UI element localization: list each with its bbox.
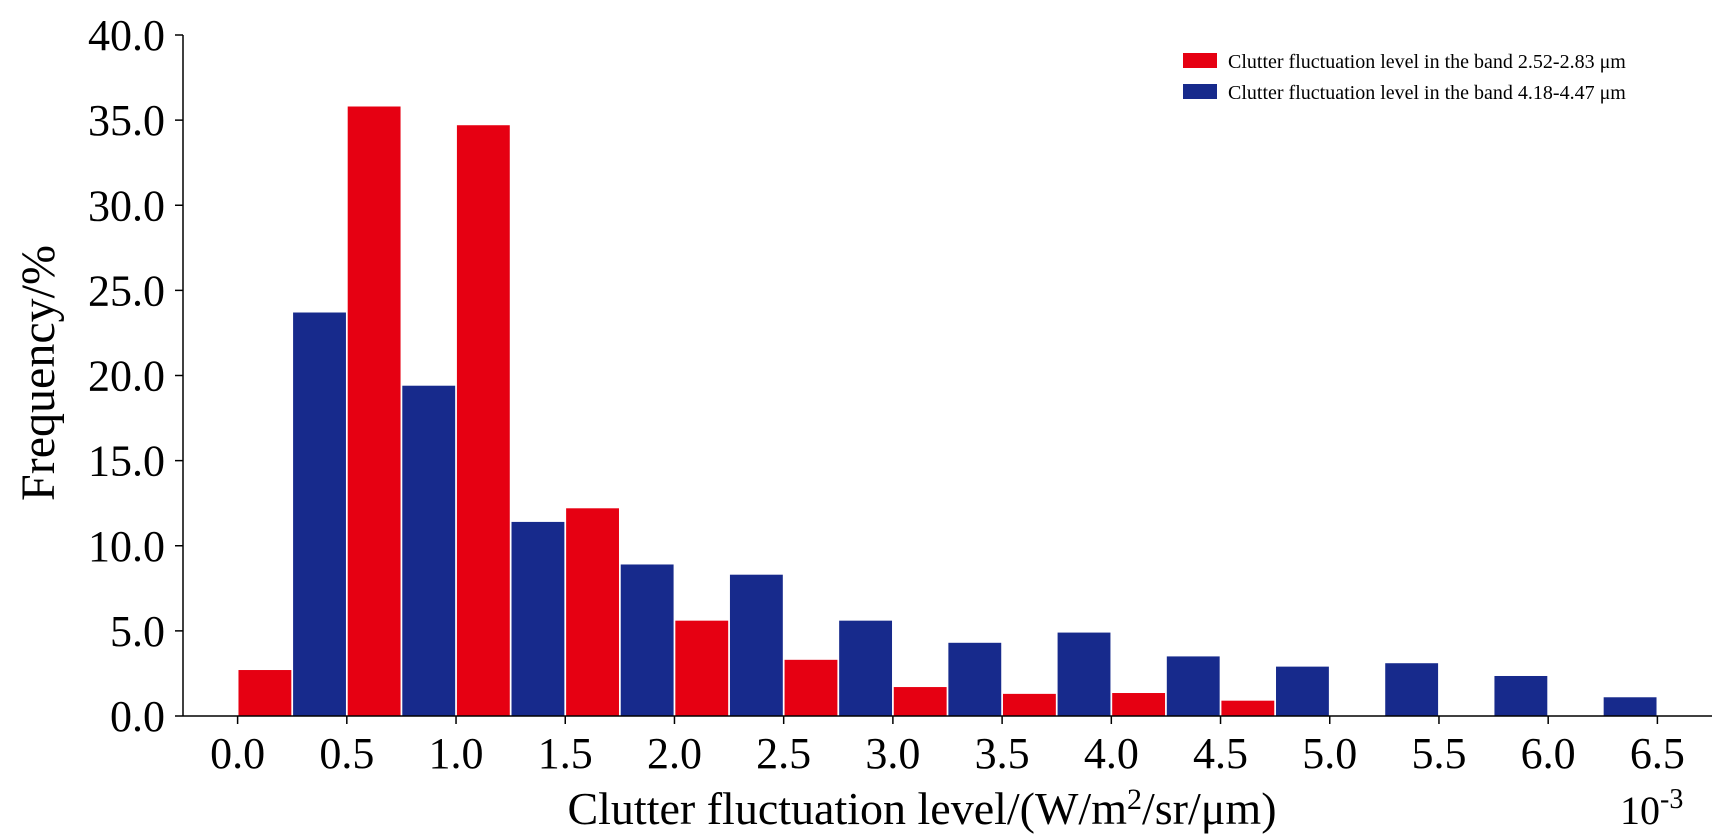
x-tick-label: 6.0 [1521,729,1576,778]
x-tick-label: 3.5 [975,729,1030,778]
y-tick-label: 20.0 [88,352,165,401]
bar-series-1-bin-11 [1494,675,1548,716]
x-tick-label: 5.0 [1302,729,1357,778]
bar-series-1-bin-3 [620,564,674,716]
x-tick-label: 4.0 [1084,729,1139,778]
y-tick-label: 5.0 [110,607,165,656]
bar-series-1-bin-2 [511,521,565,716]
y-tick-label: 35.0 [88,96,165,145]
y-tick-label: 15.0 [88,437,165,486]
bar-series-0-bin-4 [675,620,729,716]
x-tick-label: 2.5 [756,729,811,778]
bar-series-1-bin-1 [402,385,456,716]
x-tick-label: 3.0 [865,729,920,778]
x-axis-label-superscript: 2 [1127,783,1142,816]
bar-series-0-bin-8 [1112,693,1166,716]
x-tick-label: 4.5 [1193,729,1248,778]
y-tick-label: 10.0 [88,522,165,571]
bar-series-1-bin-5 [839,620,893,716]
bar-series-1-bin-9 [1276,666,1329,716]
legend-label-band-2-52: Clutter fluctuation level in the band 2.… [1228,51,1626,73]
bar-series-0-bin-2 [456,125,510,717]
x-tick-label: 6.5 [1630,729,1685,778]
y-tick-label: 25.0 [88,266,165,315]
y-ticks: 0.0 5.0 10.0 15.0 20.0 25.0 30.0 35.0 40.0 [88,11,183,741]
x-tick-label: 1.0 [429,729,484,778]
y-axis-label: Frequency/% [12,245,65,501]
bar-series-1-bin-8 [1166,656,1220,716]
y-tick-label: 0.0 [110,692,165,741]
bar-series-0-bin-1 [347,106,401,716]
legend-swatch-band-2-52 [1183,53,1217,68]
bar-series-0-bin-7 [1002,693,1056,716]
y-tick-label: 30.0 [88,181,165,230]
bar-series-1-bin-0 [293,312,346,716]
bar-series-1-bin-12 [1603,697,1657,716]
bar-series-0-bin-3 [566,508,619,716]
x-axis-label-main: Clutter fluctuation level/(W/m [567,783,1127,834]
bar-series-1-bin-6 [948,642,1002,716]
bar-series-1-bin-10 [1385,663,1439,716]
x-tick-label: 2.0 [647,729,702,778]
x-ticks: 0.0 0.5 1.0 1.5 2.0 2.5 3.0 3.5 4.0 4.5 5.0 5.5 6.0 6… [210,716,1685,778]
bar-series-0-bin-5 [784,659,838,716]
x-axis-exponent-power: -3 [1660,784,1683,815]
bar-series-0-bin-9 [1221,700,1275,716]
y-tick-label: 40.0 [88,11,165,60]
bar-series-1-bin-7 [1057,632,1111,716]
x-tick-label: 5.5 [1411,729,1466,778]
bar-series-0-bin-0 [238,670,292,716]
x-axis-label-tail: /sr/μm) [1142,783,1277,834]
x-axis-exponent: 10-3 [1620,784,1683,833]
x-axis-exponent-base: 10 [1620,788,1660,833]
legend-label-band-4-18: Clutter fluctuation level in the band 4.… [1228,82,1626,104]
x-tick-label: 0.5 [319,729,374,778]
x-axis-label: Clutter fluctuation level/(W/m2/sr/μm) [567,783,1276,834]
legend-swatch-band-4-18 [1183,84,1217,99]
bar-series-0-bin-6 [893,687,947,716]
x-tick-label: 0.0 [210,729,265,778]
legend: Clutter fluctuation level in the band 2.… [1183,51,1626,104]
x-tick-label: 1.5 [538,729,593,778]
bars-layer [238,106,1657,717]
bar-series-1-bin-4 [729,574,783,716]
